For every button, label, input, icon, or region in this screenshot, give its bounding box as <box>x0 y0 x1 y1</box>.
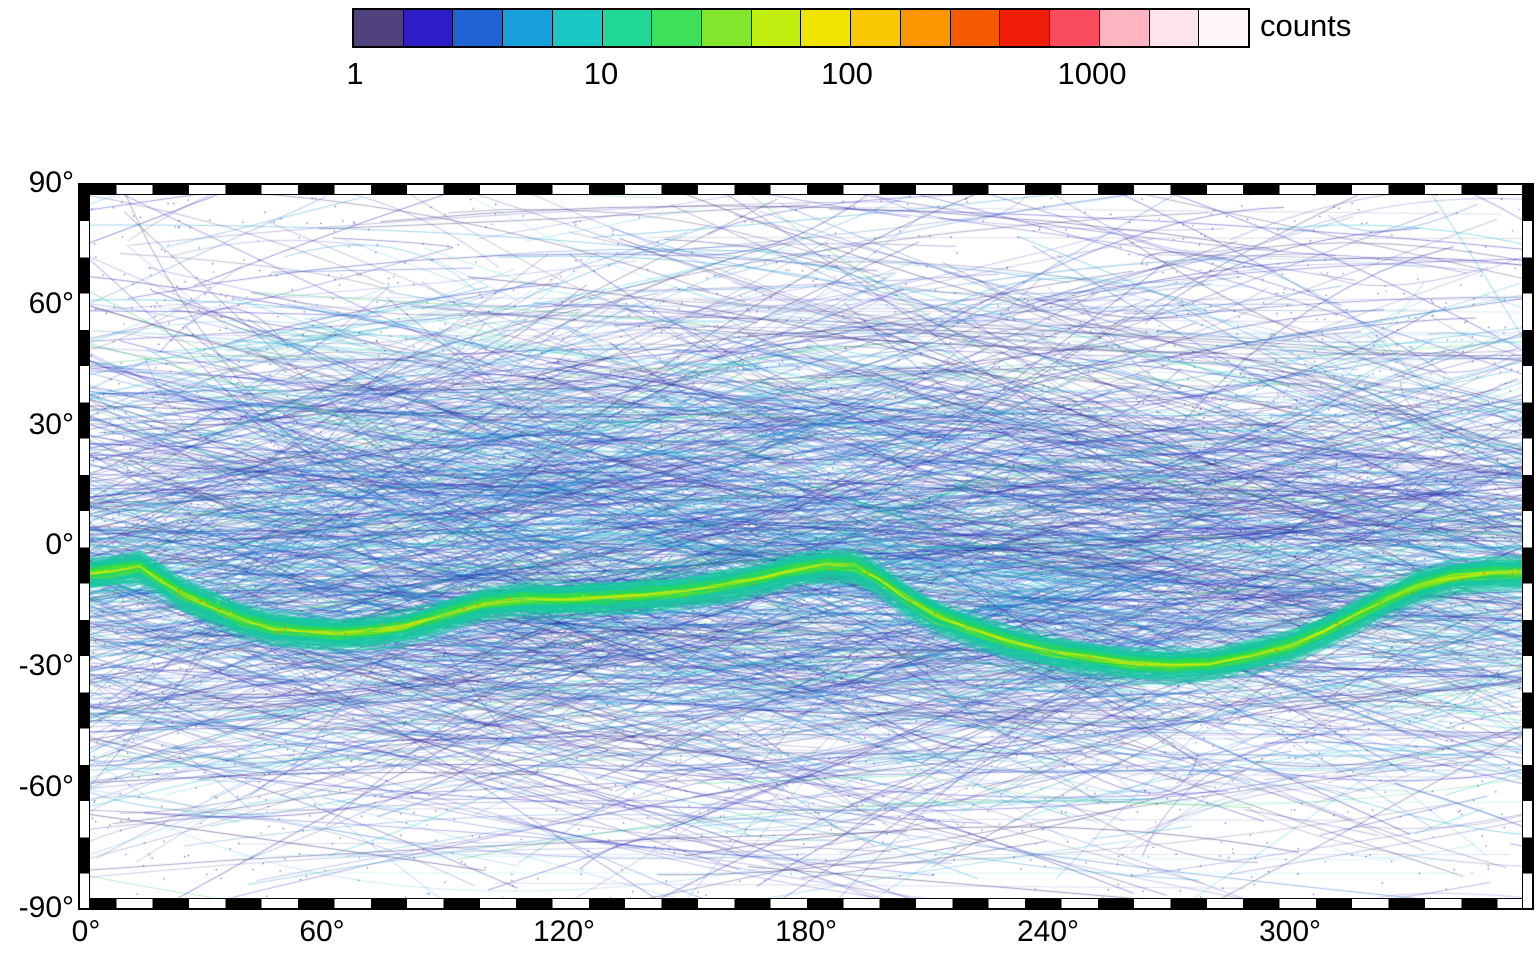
colorbar-cell <box>801 10 851 46</box>
sky-map-canvas <box>79 184 1533 909</box>
axis-border-right <box>1522 184 1533 909</box>
colorbar-cell <box>702 10 751 46</box>
y-tick-m30: -30° <box>18 649 74 682</box>
colorbar-cell <box>354 10 403 46</box>
colorbar-tick-10: 10 <box>583 56 619 91</box>
colorbar-tick-1: 1 <box>346 56 364 91</box>
x-tick-60: 60° <box>299 915 345 948</box>
colorbar-cell <box>652 10 702 46</box>
colorbar-cell <box>552 10 602 46</box>
y-tick-m60: -60° <box>18 770 74 803</box>
colorbar-cell <box>1199 10 1248 46</box>
colorbar-cell <box>1050 10 1099 46</box>
y-tick-0: 0° <box>45 528 74 561</box>
axis-border-left <box>79 184 90 909</box>
colorbar-cell <box>950 10 1000 46</box>
y-tick-90: 90° <box>28 166 74 199</box>
colorbar-cell <box>1000 10 1050 46</box>
x-tick-240: 240° <box>1016 915 1080 948</box>
colorbar-cell <box>453 10 503 46</box>
colorbar-cell <box>1099 10 1149 46</box>
colorbar-cell <box>1149 10 1199 46</box>
colorbar-cell <box>751 10 801 46</box>
y-tick-m90: -90° <box>18 891 74 924</box>
x-tick-300: 300° <box>1258 915 1322 948</box>
colorbar <box>352 8 1250 48</box>
colorbar-cell <box>851 10 900 46</box>
colorbar-label: counts <box>1260 8 1352 43</box>
colorbar-cell <box>602 10 652 46</box>
axis-border-bottom <box>79 898 1533 909</box>
x-tick-180: 180° <box>774 915 838 948</box>
colorbar-tick-1000: 1000 <box>1057 56 1127 91</box>
sky-map-panel <box>78 183 1534 910</box>
colorbar-cell <box>900 10 950 46</box>
colorbar-cell <box>503 10 552 46</box>
axis-border-top <box>79 184 1533 195</box>
colorbar-tick-100: 100 <box>821 56 873 91</box>
x-tick-0: 0° <box>71 915 101 948</box>
y-tick-60: 60° <box>28 287 74 320</box>
y-tick-30: 30° <box>28 408 74 441</box>
x-tick-120: 120° <box>532 915 596 948</box>
colorbar-cell <box>403 10 453 46</box>
